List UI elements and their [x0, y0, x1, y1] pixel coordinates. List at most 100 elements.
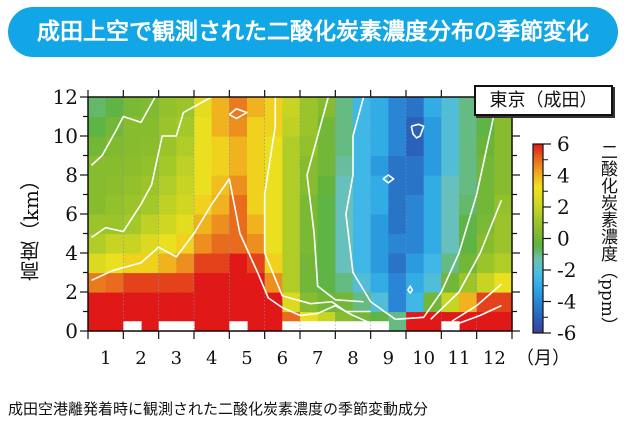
heatmap-cell [317, 175, 336, 196]
heatmap-cell [406, 97, 425, 118]
heatmap-cell [406, 194, 425, 215]
x-tick-label: 12 [483, 348, 506, 369]
missing-data-cell [176, 321, 195, 331]
heatmap-cell [423, 253, 442, 274]
heatmap-cell [317, 194, 336, 215]
heatmap-cell [158, 175, 177, 196]
heatmap-cell [282, 272, 301, 293]
month-gridlines [123, 97, 477, 331]
y-tick-label: 12 [53, 85, 78, 109]
heatmap-cell [141, 292, 160, 313]
heatmap-cell [264, 136, 283, 157]
heatmap-cell [494, 253, 513, 274]
heatmap-cell [105, 311, 124, 332]
heatmap-cell [88, 292, 107, 313]
heatmap-cell [211, 253, 230, 274]
colorbar-bar [532, 143, 544, 334]
heatmap-cell [194, 136, 213, 157]
heatmap-cell [406, 116, 425, 137]
heatmap-cell [123, 97, 142, 118]
heatmap-cell [335, 175, 354, 196]
heatmap-cell [300, 214, 319, 235]
contour-line [345, 96, 499, 321]
heatmap-cell [176, 155, 195, 176]
x-axis-label: （月） [516, 348, 570, 369]
heatmap-cell [300, 292, 319, 313]
heatmap-cell [247, 175, 266, 196]
heatmap-cell [494, 155, 513, 176]
heatmap-cell [317, 97, 336, 118]
missing-data-cell [441, 321, 460, 331]
heatmap-cell [105, 97, 124, 118]
heatmap-cell [300, 97, 319, 118]
heatmap-cell [247, 194, 266, 215]
heatmap-cell [141, 175, 160, 196]
heatmap-cell [300, 116, 319, 137]
heatmap-cell [406, 311, 425, 332]
y-tick-label: 0 [65, 319, 78, 343]
x-tick-label: 6 [277, 348, 288, 369]
heatmap-cell [335, 214, 354, 235]
heatmap-cell [123, 253, 142, 274]
colorbar-tick-label: 2 [557, 195, 570, 219]
heatmap-cell [211, 233, 230, 254]
heatmap-cell [300, 253, 319, 274]
contour-line [91, 178, 371, 324]
heatmap-cell [123, 292, 142, 313]
heatmap-cell [406, 292, 425, 313]
heatmap-cell [388, 155, 407, 176]
heatmap-cell [370, 175, 389, 196]
heatmap-cell [441, 272, 460, 293]
heatmap-cell [247, 272, 266, 293]
heatmap-cell [423, 311, 442, 332]
heatmap-cell [423, 233, 442, 254]
heatmap-cell [194, 272, 213, 293]
heatmap-cell [353, 233, 372, 254]
heatmap-cell [194, 292, 213, 313]
heatmap-cell [229, 272, 248, 293]
heatmap-cell [494, 311, 513, 332]
heatmap-cell [406, 214, 425, 235]
heatmap-cell [229, 136, 248, 157]
heatmap-cell [476, 194, 495, 215]
heatmap-cell [105, 175, 124, 196]
heatmap-cell [335, 97, 354, 118]
heatmap-cell [123, 194, 142, 215]
heatmap-cell [441, 292, 460, 313]
heatmap-cell [370, 136, 389, 157]
colorbar-tick-label: 6 [557, 132, 570, 156]
heatmap-cell [423, 194, 442, 215]
y-tick-label: 4 [65, 241, 78, 265]
x-tick-label: 3 [171, 348, 182, 369]
heatmap-cell [388, 272, 407, 293]
heatmap-cell [176, 136, 195, 157]
heatmap-cell [370, 116, 389, 137]
heatmap-cell [388, 253, 407, 274]
heatmap-cell [158, 253, 177, 274]
heatmap-cell [158, 272, 177, 293]
heatmap-cell [406, 233, 425, 254]
missing-data-cell [300, 321, 319, 331]
heatmap-cell [476, 233, 495, 254]
y-tick-label: 8 [65, 163, 78, 187]
heatmap-cell [370, 214, 389, 235]
heatmap-cell [476, 175, 495, 196]
heatmap-cell [494, 292, 513, 313]
heatmap-cell [335, 116, 354, 137]
heatmap-cell [247, 311, 266, 332]
heatmap-cell [176, 253, 195, 274]
colorbar-tick-label: -6 [557, 321, 576, 345]
heatmap-cell [158, 97, 177, 118]
heatmap-cell [211, 292, 230, 313]
heatmap-cell [494, 136, 513, 157]
heatmap-cell [388, 116, 407, 137]
colorbar: 6 4 2 0 -2 -4 -6 [532, 132, 576, 345]
heatmap-cell [459, 311, 478, 332]
heatmap-cells [88, 97, 513, 332]
heatmap-cell [494, 214, 513, 235]
heatmap-cell [494, 233, 513, 254]
contour-line [382, 174, 395, 184]
contour-line [451, 283, 502, 322]
heatmap-cell [211, 136, 230, 157]
x-tick-label: 8 [347, 348, 358, 369]
